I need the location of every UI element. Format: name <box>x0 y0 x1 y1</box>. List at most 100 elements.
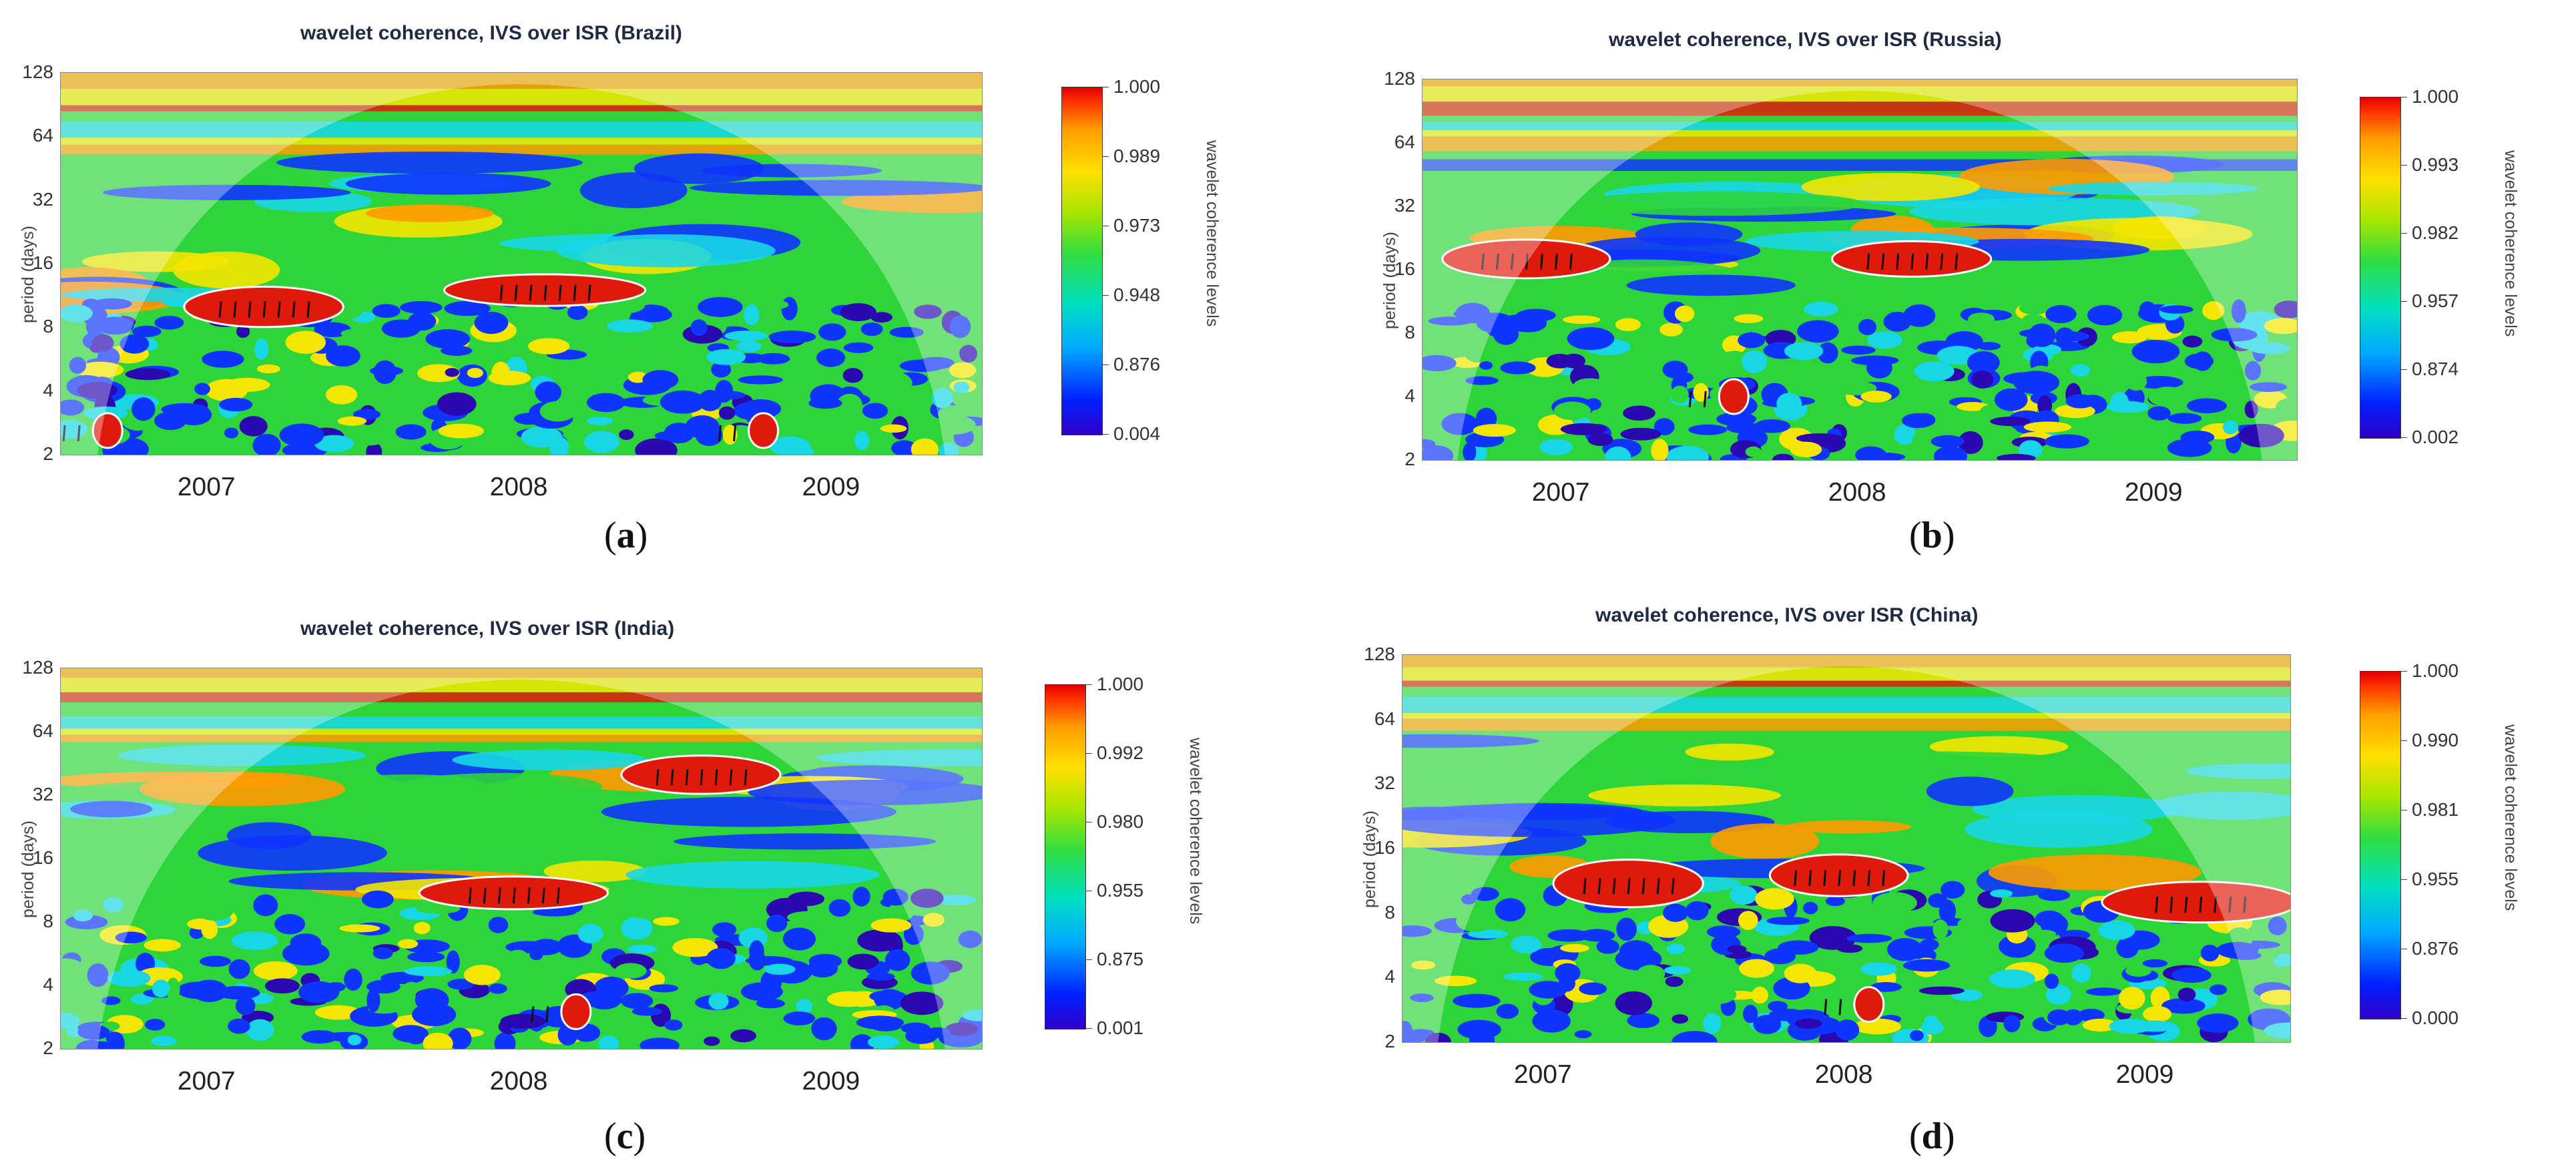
coherence-speck <box>224 427 239 439</box>
coherence-blob <box>1402 734 1539 748</box>
coherence-speck <box>488 917 509 933</box>
coherence-speck <box>1553 401 1591 421</box>
coherence-speck <box>2274 300 2297 318</box>
coherence-speck <box>870 371 913 395</box>
coherence-speck <box>1453 993 1501 1008</box>
coherence-speck <box>2111 331 2147 344</box>
phase-arrow <box>233 301 237 318</box>
coherence-blob <box>1801 173 1980 202</box>
coherence-speck <box>1776 393 1802 415</box>
coherence-speck <box>736 340 762 352</box>
coherence-speck <box>77 1041 120 1049</box>
coherence-speck <box>2037 889 2070 901</box>
coherence-speck <box>1615 318 1641 331</box>
coherence-blob <box>2155 791 2290 820</box>
coherence-band <box>1423 115 2297 122</box>
coherence-speck <box>361 890 394 909</box>
coherence-speck <box>144 1019 166 1031</box>
phase-arrow <box>218 301 222 318</box>
coherence-speck <box>939 442 959 455</box>
coherence-speck <box>102 897 124 913</box>
coherence-blob <box>198 835 387 871</box>
coherence-blob <box>666 273 945 307</box>
coherence-speck <box>769 436 811 455</box>
coherence-speck <box>808 953 842 969</box>
coherence-speck <box>372 304 401 318</box>
coherence-speck <box>1555 963 1581 983</box>
coherence-speck <box>91 298 132 310</box>
coherence-speck <box>1615 991 1652 1015</box>
coherence-speck <box>664 1019 683 1031</box>
coherence-speck <box>1866 357 1892 379</box>
coherence-speck <box>1665 976 1684 987</box>
coherence-speck <box>578 320 599 344</box>
coherence-speck <box>1619 940 1654 963</box>
coherence-blob <box>452 749 648 770</box>
coherence-speck <box>347 431 387 446</box>
coherence-blob <box>276 152 583 174</box>
coherence-speck <box>467 368 483 379</box>
colorbar-tick-label: 0.973 <box>1113 215 1161 236</box>
coherence-blob <box>1588 784 1781 806</box>
coherence-speck <box>1727 945 1747 953</box>
coherence-speck <box>301 1030 338 1044</box>
coherence-speck <box>1745 446 1762 457</box>
coherence-speck <box>1665 445 1710 460</box>
coherence-band <box>1402 655 2290 668</box>
colorbar-tick-label: 0.000 <box>2412 1007 2459 1028</box>
coherence-speck <box>1742 1004 1758 1023</box>
coherence-speck <box>1859 409 1903 430</box>
coherence-speck <box>2159 305 2194 314</box>
coherence-speck <box>314 435 354 453</box>
coherence-speck <box>1803 901 1818 915</box>
coherence-speck <box>400 300 443 314</box>
coherence-speck <box>412 1003 457 1027</box>
coherence-speck <box>1919 939 1939 951</box>
coherence-speck <box>1651 439 1669 460</box>
coherence-speck <box>425 329 471 349</box>
x-tick-label: 2009 <box>2124 478 2183 507</box>
coherence-speck <box>1902 413 1935 429</box>
coherence-speck <box>2044 973 2059 989</box>
coherence-speck <box>235 996 256 1015</box>
phase-arrow <box>1703 391 1707 408</box>
coherence-speck <box>2161 997 2206 1014</box>
coherence-speck <box>900 1022 931 1034</box>
coherence-blob <box>625 861 880 889</box>
y-tick-label: 2 <box>43 1037 53 1058</box>
coherence-speck <box>1402 925 1432 937</box>
coherence-speck <box>1423 439 1436 449</box>
coherence-speck <box>783 1011 816 1025</box>
coherence-speck <box>932 415 976 435</box>
coherence-speck <box>154 411 187 431</box>
cone-of-influence <box>61 73 982 455</box>
coherence-speck <box>1894 424 1916 445</box>
coherence-speck <box>826 991 870 1007</box>
coherence-blob <box>1572 191 1864 216</box>
colorbar-tick-label: 0.002 <box>2412 427 2459 447</box>
coherence-speck <box>219 397 253 412</box>
coherence-blob <box>2185 763 2290 779</box>
coherence-speck <box>959 344 978 363</box>
coherence-speck <box>1914 361 1955 382</box>
panel-caption: (d) <box>1909 1116 1955 1157</box>
coherence-speck <box>252 433 281 455</box>
coherence-speck <box>474 311 509 334</box>
phase-arrow <box>1838 869 1842 887</box>
coherence-blob <box>557 234 776 268</box>
coherence-speck <box>2264 1022 2290 1039</box>
coherence-blob <box>543 860 646 883</box>
coherence-speck <box>407 951 445 963</box>
coherence-speck <box>870 312 893 323</box>
coherence-speck <box>869 990 907 1002</box>
coherence-speck <box>2274 965 2290 975</box>
coherence-speck <box>423 1032 453 1049</box>
phase-arrow <box>1656 878 1660 895</box>
coherence-speck <box>177 981 218 999</box>
coherence-speck <box>73 909 93 922</box>
phase-arrow <box>587 284 591 301</box>
coherence-speck <box>1858 318 1877 336</box>
y-tick-label: 8 <box>1384 901 1395 923</box>
colorbar-tick-mark <box>2400 671 2407 672</box>
y-tick-label: 8 <box>43 316 53 337</box>
